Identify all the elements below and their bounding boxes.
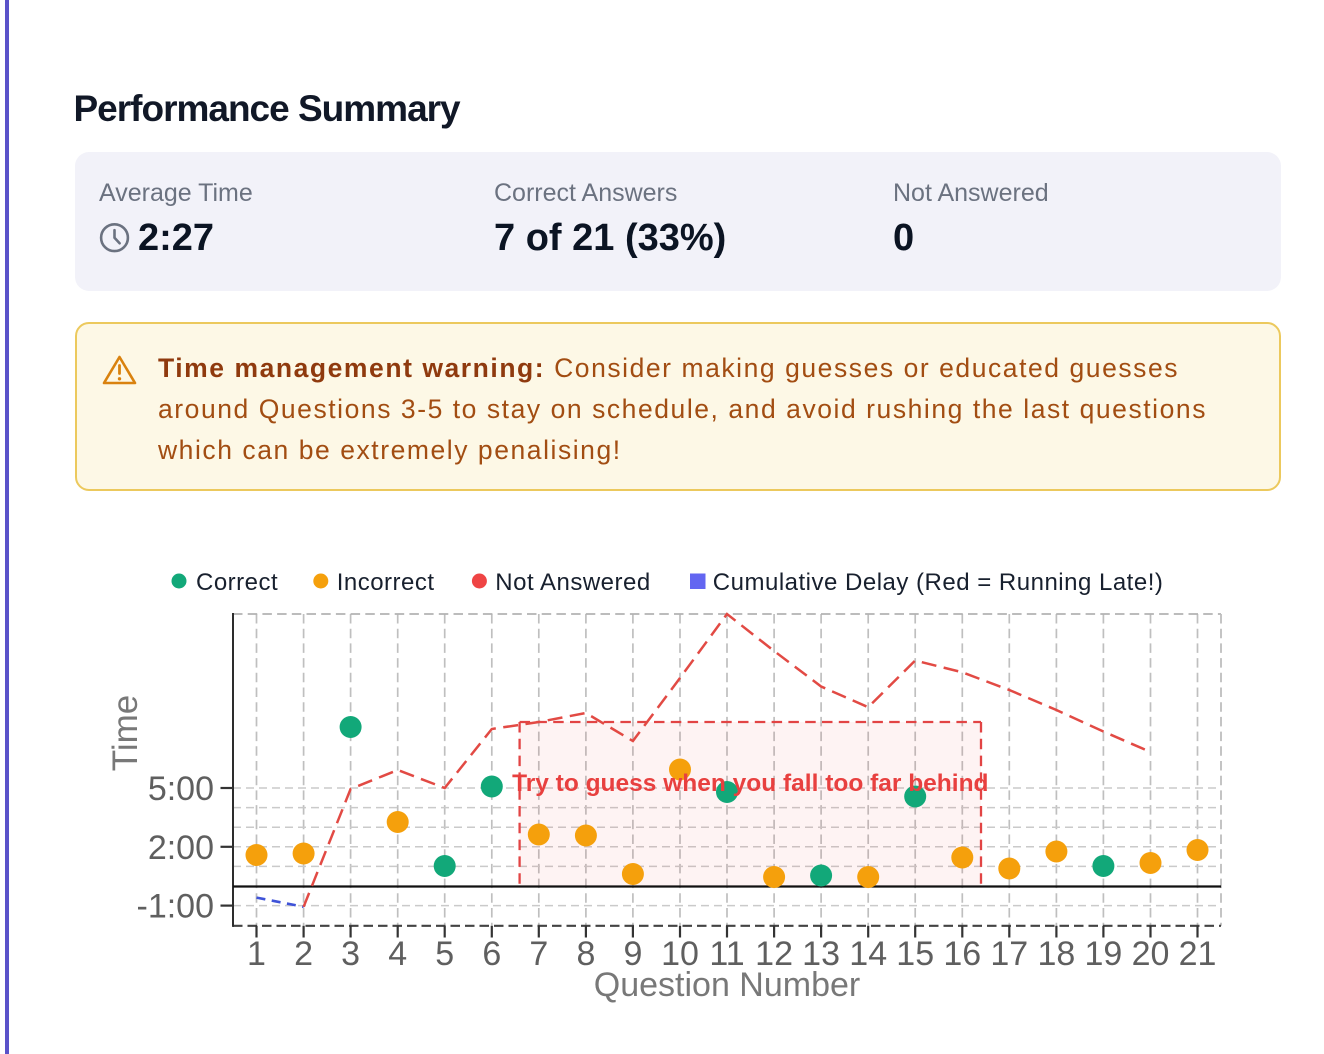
svg-text:Incorrect: Incorrect	[337, 569, 435, 596]
svg-text:14: 14	[849, 935, 887, 973]
svg-text:7: 7	[529, 935, 548, 973]
svg-text:5:00: 5:00	[148, 770, 214, 808]
svg-text:5: 5	[435, 935, 454, 973]
svg-text:6: 6	[482, 935, 501, 973]
svg-text:13: 13	[802, 935, 840, 973]
svg-text:9: 9	[623, 935, 642, 973]
svg-text:2: 2	[294, 935, 313, 973]
svg-text:17: 17	[990, 935, 1028, 973]
svg-text:3: 3	[341, 935, 360, 973]
svg-text:18: 18	[1037, 935, 1075, 973]
svg-text:Correct: Correct	[196, 569, 278, 596]
svg-text:1: 1	[247, 935, 266, 973]
svg-text:Cumulative Delay (Red = Runnin: Cumulative Delay (Red = Running Late!)	[713, 569, 1164, 596]
svg-text:8: 8	[576, 935, 595, 973]
svg-text:12: 12	[755, 935, 793, 973]
svg-text:21: 21	[1179, 935, 1217, 973]
svg-text:4: 4	[388, 935, 407, 973]
svg-text:-1:00: -1:00	[137, 888, 215, 926]
svg-text:16: 16	[943, 935, 981, 973]
svg-text:15: 15	[896, 935, 934, 973]
svg-text:Not Answered: Not Answered	[495, 569, 650, 596]
svg-text:Question Number: Question Number	[594, 966, 860, 1004]
svg-text:Time: Time	[106, 695, 145, 771]
svg-text:10: 10	[661, 935, 699, 973]
svg-text:Try to guess when you fall too: Try to guess when you fall too far behin…	[512, 770, 988, 797]
svg-text:11: 11	[709, 935, 744, 973]
svg-text:20: 20	[1132, 935, 1170, 973]
svg-text:19: 19	[1084, 935, 1122, 973]
svg-text:2:00: 2:00	[148, 829, 214, 867]
